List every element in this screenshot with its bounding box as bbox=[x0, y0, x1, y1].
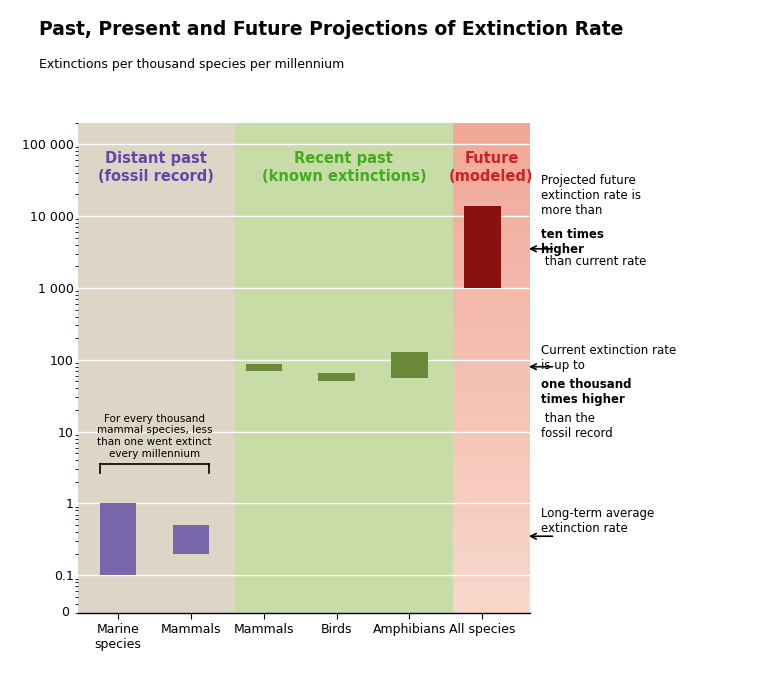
Bar bbox=[464, 206, 501, 288]
Text: Past, Present and Future Projections of Extinction Rate: Past, Present and Future Projections of … bbox=[39, 20, 623, 39]
Bar bbox=[173, 525, 209, 554]
Text: one thousand
times higher: one thousand times higher bbox=[541, 378, 632, 406]
Bar bbox=[78, 123, 234, 613]
Text: Projected future
extinction rate is
more than: Projected future extinction rate is more… bbox=[541, 174, 641, 217]
Text: Recent past
(known extinctions): Recent past (known extinctions) bbox=[262, 151, 426, 184]
Text: Distant past
(fossil record): Distant past (fossil record) bbox=[98, 151, 214, 184]
Text: Long-term average
extinction rate: Long-term average extinction rate bbox=[541, 507, 654, 535]
Text: Future
(modeled): Future (modeled) bbox=[449, 151, 534, 184]
Text: ten times
higher: ten times higher bbox=[541, 228, 605, 256]
Text: For every thousand
mammal species, less
than one went extinct
every millennium: For every thousand mammal species, less … bbox=[97, 414, 212, 459]
Bar bbox=[319, 373, 354, 381]
Text: 0: 0 bbox=[61, 606, 69, 620]
Text: than current rate: than current rate bbox=[541, 255, 647, 268]
Bar bbox=[100, 503, 136, 575]
Bar bbox=[245, 364, 282, 370]
Bar bbox=[234, 123, 453, 613]
Bar bbox=[391, 351, 428, 379]
Text: than the
fossil record: than the fossil record bbox=[541, 412, 613, 440]
Text: Extinctions per thousand species per millennium: Extinctions per thousand species per mil… bbox=[39, 58, 344, 71]
Text: Current extinction rate
is up to: Current extinction rate is up to bbox=[541, 344, 677, 372]
